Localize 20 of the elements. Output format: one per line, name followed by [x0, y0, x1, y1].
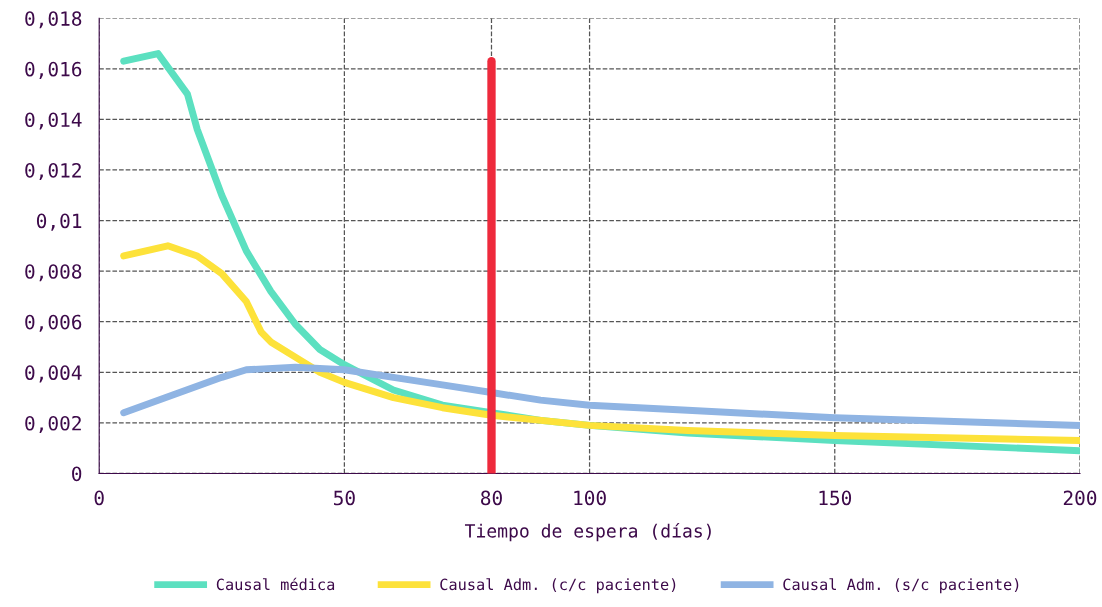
- x-tick-label: 200: [1063, 490, 1097, 506]
- y-tick-label: 0,012: [25, 162, 81, 181]
- y-tick-label: 0: [72, 466, 82, 482]
- y-tick-label: 0,014: [25, 112, 82, 130]
- y-tick-label: 0,004: [25, 365, 82, 383]
- y-tick-label: 0,016: [25, 61, 82, 79]
- y-tick-label: 0,008: [25, 264, 82, 282]
- y-tick-label: 0,018: [25, 11, 82, 29]
- x-tick-label: 80: [481, 490, 502, 506]
- y-tick-label: 0,006: [25, 314, 82, 332]
- y-tick-label: 0,01: [36, 213, 82, 231]
- legend-label: Causal Adm. (c/c paciente): [440, 578, 676, 594]
- x-tick-label: 150: [819, 490, 852, 506]
- x-tick-label: 0: [94, 490, 104, 506]
- x-axis-title: Tiempo de espera (días): [464, 522, 711, 542]
- x-tick-label: 50: [334, 490, 355, 506]
- x-tick-label: 100: [574, 490, 606, 506]
- y-tick-label: 0,002: [25, 415, 81, 434]
- legend-label: Causal médica: [216, 577, 335, 591]
- legend-label: Causal Adm. (s/c paciente): [783, 578, 1019, 594]
